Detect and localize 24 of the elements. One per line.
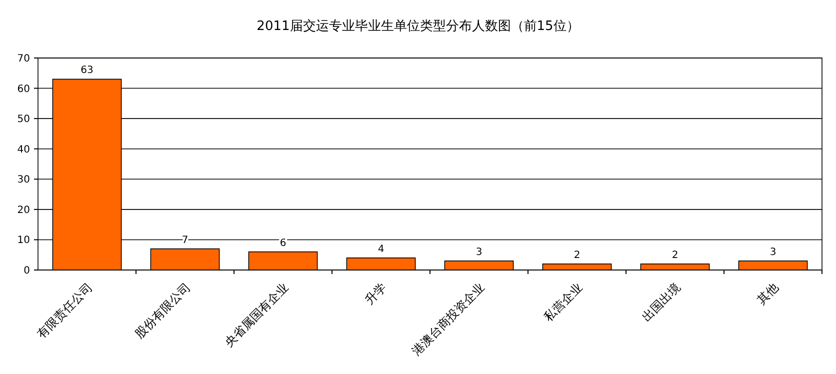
- x-tick-label: 有限责任公司: [34, 280, 96, 341]
- data-label: 3: [476, 246, 482, 258]
- y-tick-label: 50: [17, 114, 30, 126]
- y-tick-label: 70: [17, 54, 30, 64]
- y-tick-label: 60: [17, 84, 30, 95]
- y-tick-label: 0: [24, 266, 30, 276]
- data-label: 6: [280, 238, 286, 249]
- x-tick-label: 港澳台商投资企业: [409, 280, 488, 358]
- data-label: 3: [770, 246, 776, 258]
- x-tick-label: 出国出境: [639, 280, 684, 324]
- x-tick-label: 私营企业: [541, 280, 586, 324]
- data-label: 2: [672, 250, 678, 261]
- x-tick-label: 其他: [754, 280, 782, 308]
- y-tick-label: 40: [17, 144, 30, 156]
- y-tick-label: 30: [17, 174, 30, 186]
- x-tick-label: 升学: [362, 280, 390, 308]
- x-tick-label: 股份有限公司: [132, 280, 194, 341]
- y-tick-label: 10: [17, 235, 30, 246]
- data-label: 2: [574, 250, 580, 261]
- x-tick-label: 央省属国有企业: [222, 280, 292, 350]
- data-label: 4: [378, 244, 384, 255]
- chart-title: 2011届交运专业毕业生单位类型分布人数图（前15位）: [256, 18, 580, 34]
- data-label: 63: [80, 65, 94, 76]
- y-tick-label: 20: [17, 204, 30, 216]
